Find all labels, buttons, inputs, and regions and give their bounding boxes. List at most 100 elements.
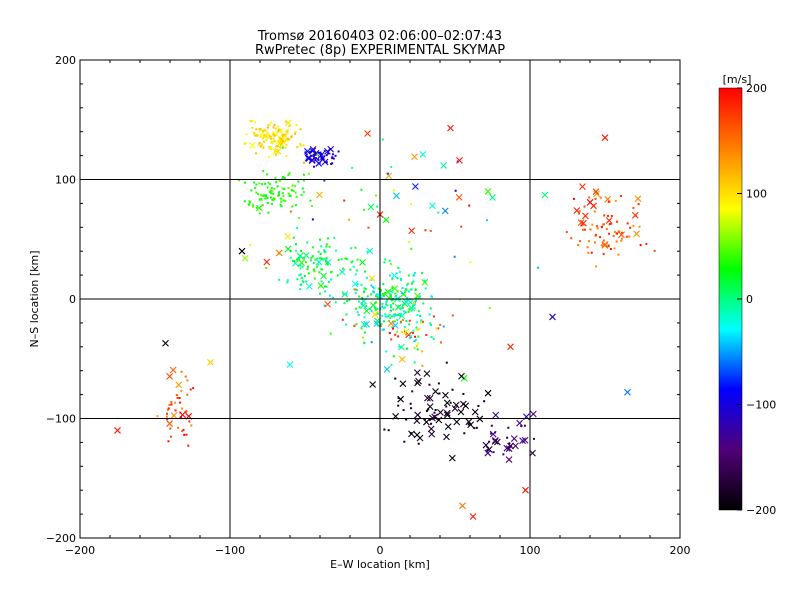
scatter-point-x [469,513,477,520]
scatter-point-x [179,411,186,419]
scatter-point-dot [291,260,294,263]
scatter-point-dot [358,300,361,303]
scatter-point-dot [268,134,271,137]
scatter-point-dot [346,299,349,302]
scatter-point-dot [274,177,277,180]
scatter-point-dot [262,130,265,133]
scatter-point-dot [586,246,589,249]
scatter-point-dot [410,407,413,410]
scatter-point-dot [254,121,257,124]
scatter-point-dot [454,189,457,192]
scatter-point-dot [327,280,330,283]
scatter-point-x [248,141,256,149]
scatter-point-dot [488,440,491,443]
scatter-point-dot [345,323,348,326]
scatter-point-dot [336,274,339,277]
scatter-point-dot [328,294,331,297]
scatter-point-x [351,280,359,288]
scatter-point-dot [282,136,285,139]
scatter-point-dot [311,246,314,249]
scatter-point-dot [374,308,377,311]
scatter-point-x [398,355,406,363]
scatter-point-dot [424,287,427,290]
scatter-point-dot [373,287,376,290]
scatter-point-dot [295,243,298,246]
scatter-point-dot [255,128,258,131]
scatter-point-x [435,416,443,424]
scatter-point-x [519,437,526,445]
scatter-point-dot [366,295,369,298]
scatter-point-dot [278,145,281,148]
scatter-point-dot [279,197,282,200]
scatter-point-dot [315,265,318,268]
scatter-point-dot [272,134,275,137]
scatter-point-x [447,124,454,132]
scatter-point-dot [286,279,289,282]
scatter-point-dot [270,146,273,149]
scatter-point-dot [502,453,505,456]
scatter-point-x [428,430,436,438]
scatter-point-dot [334,301,337,304]
scatter-point-dot [352,265,355,268]
scatter-point-dot [275,181,278,184]
scatter-point-dot [383,261,386,264]
scatter-point-dot [439,341,442,344]
scatter-point-dot [283,133,286,136]
scatter-point-dot [176,396,179,399]
scatter-point-dot [435,327,438,330]
scatter-point-dot [415,345,418,348]
scatter-point-dot [173,401,176,404]
scatter-point-dot [331,296,334,299]
scatter-point-dot [613,230,616,233]
scatter-point-x [274,147,282,155]
scatter-point-dot [285,143,288,146]
scatter-point-dot [299,267,302,270]
scatter-point-dot [411,282,414,285]
scatter-point-dot [384,291,387,294]
scatter-point-dot [639,244,642,247]
scatter-point-dot [296,258,299,261]
x-tick-label: −100 [215,544,245,557]
scatter-point-dot [288,194,291,197]
scatter-point-x [624,388,631,396]
scatter-point-dot [296,227,299,230]
scatter-point-x [261,131,269,139]
scatter-point-dot [264,195,267,198]
scatter-point-dot [409,203,412,206]
scatter-point-dot [185,433,188,436]
scatter-point-dot [266,186,269,189]
scatter-point-x [510,435,518,443]
scatter-point-x [317,282,325,290]
scatter-point-dot [291,184,294,187]
scatter-point-x [633,230,640,238]
scatter-point-dot [270,141,273,144]
scatter-point-dot [603,214,606,217]
scatter-point-dot [420,321,423,324]
scatter-point-dot [185,410,188,413]
scatter-point-x [275,249,283,257]
scatter-point-dot [620,239,623,242]
scatter-point-dot [337,150,340,153]
scatter-point-dot [267,211,270,214]
scatter-point-dot [358,306,361,309]
scatter-point-dot [255,183,258,186]
scatter-point-dot [428,383,431,386]
scatter-point-dot [390,338,393,341]
scatter-point-dot [334,154,337,157]
scatter-point-dot [420,319,423,322]
scatter-point-dot [374,307,377,310]
scatter-point-dot [257,143,260,146]
scatter-point-dot [383,428,386,431]
scatter-point-dot [286,132,289,135]
scatter-point-x [415,377,422,385]
scatter-point-dot [325,257,328,260]
scatter-point-dot [628,235,631,238]
scatter-point-x [114,427,121,434]
scatter-point-x [427,425,435,433]
scatter-point-dot [413,361,416,364]
scatter-point-dot [302,281,305,284]
scatter-point-dot [412,304,415,307]
scatter-point-dot [343,199,346,202]
scatter-point-dot [304,274,307,277]
scatter-point-dot [295,195,298,198]
